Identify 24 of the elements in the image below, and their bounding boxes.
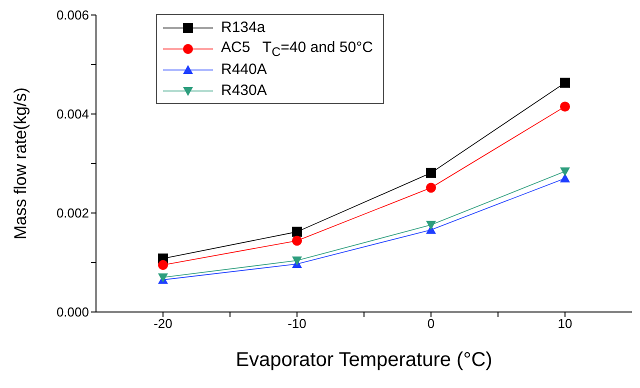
y-axis-title: Mass flow rate(kg/s) bbox=[11, 87, 30, 240]
legend-label: R430A bbox=[221, 82, 267, 99]
x-tick-label: -20 bbox=[154, 316, 172, 332]
point bbox=[292, 226, 302, 237]
point bbox=[560, 78, 570, 88]
point bbox=[158, 260, 168, 270]
x-axis-title: Evaporator Temperature (°C) bbox=[236, 349, 492, 371]
point bbox=[560, 102, 570, 112]
x-tick-label: 0 bbox=[427, 316, 435, 332]
point bbox=[292, 236, 302, 246]
point bbox=[560, 173, 570, 182]
x-tick-label: 10 bbox=[558, 316, 572, 332]
y-tick-label: 0.000 bbox=[56, 304, 89, 320]
y-tick-label: 0.004 bbox=[56, 106, 89, 122]
legend-label: R134a bbox=[221, 19, 266, 36]
point bbox=[426, 182, 436, 193]
y-tick-label: 0.002 bbox=[56, 206, 89, 221]
y-tick-label: 0.006 bbox=[56, 8, 89, 23]
legend-label: R440A bbox=[221, 61, 267, 78]
legend-label: AC5 T$_{C}$=40 and 50°C bbox=[221, 38, 373, 58]
point bbox=[560, 167, 570, 176]
x-tick-label: -10 bbox=[288, 316, 306, 332]
point bbox=[426, 168, 436, 178]
point bbox=[426, 220, 436, 230]
